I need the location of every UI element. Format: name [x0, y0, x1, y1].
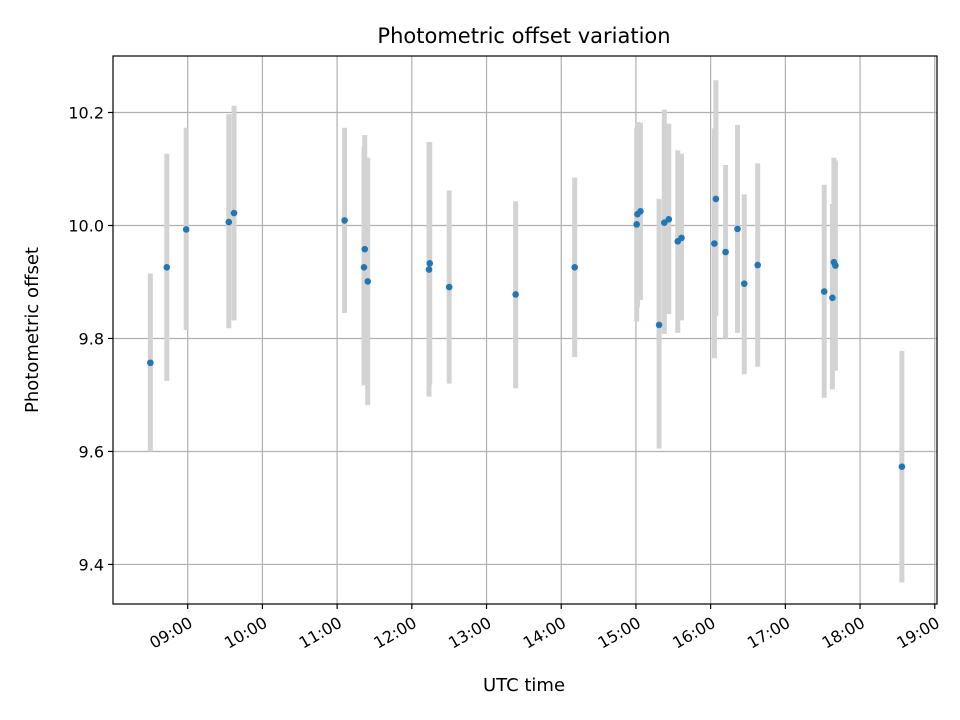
y-tick-label: 10.2 — [68, 103, 104, 122]
data-point — [571, 263, 578, 271]
data-point — [754, 261, 762, 269]
x-tick-label: 14:00 — [520, 613, 569, 653]
data-point — [665, 215, 673, 223]
data-point — [711, 240, 718, 247]
error-bars — [147, 80, 905, 583]
x-tick-label: 16:00 — [669, 613, 718, 653]
y-tick-label: 10.0 — [68, 216, 104, 235]
plot-frame — [112, 55, 938, 605]
x-axis-ticks: 09:00 10:00 11:00 12:00 13:00 14:00 15:00 16:00… — [146, 604, 943, 653]
data-point — [182, 226, 190, 233]
data-point — [734, 225, 741, 233]
y-tick-label: 9.8 — [79, 329, 104, 348]
data-point — [512, 291, 519, 298]
x-tick-label: 15:00 — [595, 613, 644, 653]
data-point — [163, 263, 171, 271]
data-point — [425, 266, 433, 273]
data-point — [230, 209, 238, 217]
data-point — [740, 280, 748, 287]
y-axis-label: Photometric offset — [22, 247, 43, 413]
data-point — [147, 359, 154, 367]
data-point — [637, 208, 644, 215]
data-point — [832, 262, 839, 269]
x-tick-label: 13:00 — [445, 613, 494, 653]
data-point — [445, 283, 453, 291]
x-tick-label: 11:00 — [296, 613, 345, 653]
data-point — [820, 288, 828, 295]
data-point — [364, 278, 372, 285]
data-point — [633, 221, 640, 228]
data-point — [829, 294, 836, 302]
data-point — [898, 463, 906, 471]
data-point — [722, 248, 729, 256]
x-tick-label: 12:00 — [370, 613, 419, 653]
data-point — [678, 234, 685, 242]
x-tick-label: 17:00 — [744, 613, 793, 653]
x-tick-label: 10:00 — [221, 613, 270, 653]
grid — [113, 56, 937, 604]
data-point — [661, 219, 668, 226]
data-points — [147, 195, 906, 471]
y-tick-label: 9.6 — [79, 442, 104, 461]
x-axis-label: UTC time — [483, 675, 565, 696]
data-point — [360, 263, 368, 271]
y-axis-ticks: 9.4 9.6 9.8 10.0 10.2 — [68, 103, 113, 574]
data-point — [225, 218, 233, 226]
data-point — [712, 195, 720, 203]
data-point — [655, 321, 663, 329]
data-point — [426, 260, 434, 267]
data-point — [341, 217, 348, 224]
chart-title: Photometric offset variation — [377, 24, 670, 48]
y-tick-label: 9.4 — [79, 555, 104, 574]
x-tick-label: 19:00 — [893, 613, 942, 653]
x-tick-label: 18:00 — [819, 613, 868, 653]
data-point — [361, 245, 369, 253]
x-tick-label: 09:00 — [146, 613, 195, 653]
